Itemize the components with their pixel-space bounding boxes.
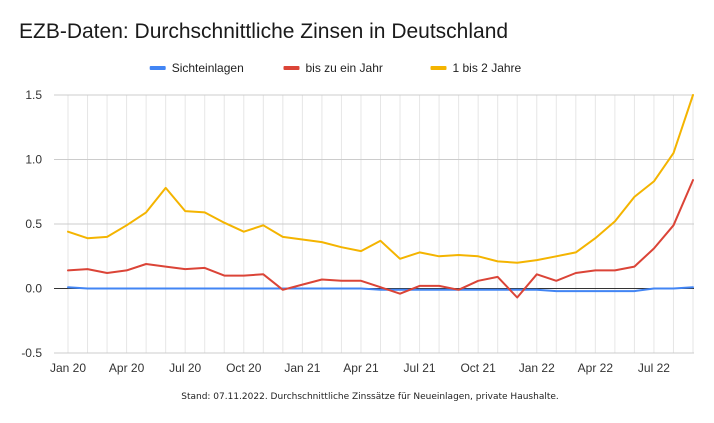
legend-swatch-2 bbox=[283, 66, 300, 70]
legend-swatch-1 bbox=[149, 66, 166, 70]
grid-lines bbox=[54, 94, 694, 354]
y-tick-label: 0.0 bbox=[25, 282, 42, 296]
y-tick-label: 1.0 bbox=[25, 153, 42, 167]
y-tick-label: -0.5 bbox=[21, 346, 42, 360]
x-tick-label: Apr 21 bbox=[343, 361, 379, 375]
chart-title: EZB-Daten: Durchschnittliche Zinsen in D… bbox=[19, 20, 509, 43]
legend-label-1: Sichteinlagen bbox=[172, 61, 244, 75]
series-lines bbox=[67, 94, 694, 299]
x-tick-label: Jul 22 bbox=[638, 361, 670, 375]
legend-swatch-3 bbox=[430, 66, 447, 70]
chart-footnote: Stand: 07.11.2022. Durchschnittliche Zin… bbox=[181, 392, 559, 402]
series-line-2 bbox=[67, 179, 694, 299]
x-tick-label: Jul 21 bbox=[404, 361, 436, 375]
legend-label-3: 1 bis 2 Jahre bbox=[453, 61, 522, 75]
x-tick-label: Apr 20 bbox=[109, 361, 145, 375]
series-line-3 bbox=[67, 94, 694, 264]
x-tick-label: Jan 22 bbox=[519, 361, 555, 375]
series-line-1 bbox=[67, 286, 694, 293]
x-tick-label: Jul 20 bbox=[169, 361, 201, 375]
x-axis-ticks: Jan 20 Apr 20 Jul 20 Oct 20 Jan 21 Apr 21 Jul … bbox=[50, 361, 670, 375]
x-tick-label: Jan 21 bbox=[284, 361, 320, 375]
x-tick-label: Oct 20 bbox=[226, 361, 262, 375]
legend: Sichteinlagen bis zu ein Jahr 1 bis 2 Jahr… bbox=[149, 61, 522, 75]
y-tick-label: 0.5 bbox=[25, 217, 42, 231]
y-axis-ticks: 1.5 1.0 0.5 0.0 -0.5 bbox=[21, 88, 42, 360]
y-tick-label: 1.5 bbox=[25, 88, 42, 102]
x-tick-label: Apr 22 bbox=[578, 361, 614, 375]
legend-label-2: bis zu ein Jahr bbox=[306, 61, 383, 75]
x-tick-label: Oct 21 bbox=[460, 361, 496, 375]
x-tick-label: Jan 20 bbox=[50, 361, 86, 375]
